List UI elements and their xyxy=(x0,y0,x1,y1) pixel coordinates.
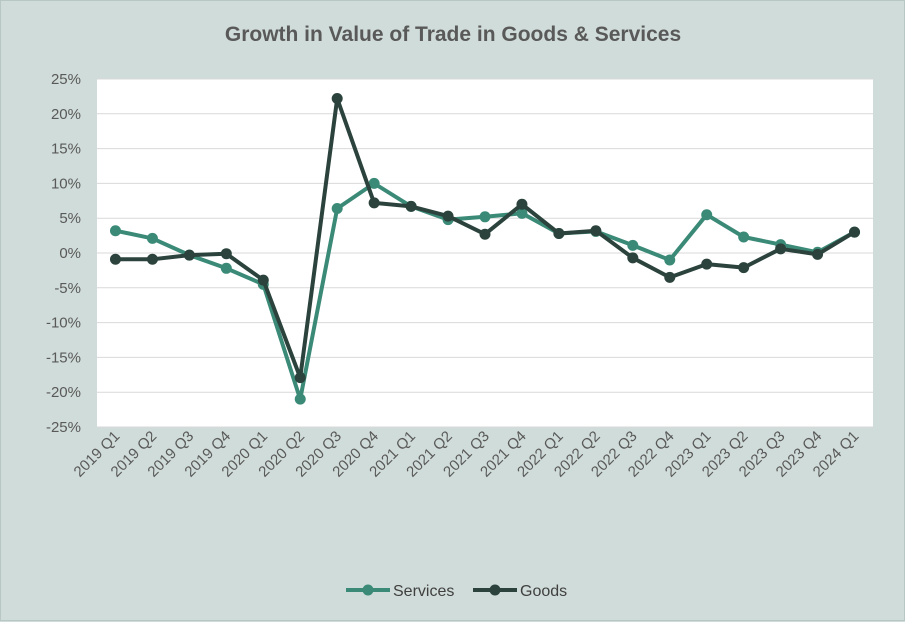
goods-point xyxy=(664,271,676,283)
goods-point xyxy=(553,228,565,240)
legend-label-services: Services xyxy=(393,583,454,600)
goods-point xyxy=(849,226,861,238)
legend-item-services: Services xyxy=(346,583,454,600)
legend-item-goods: Goods xyxy=(473,583,567,600)
y-tick-label: 15% xyxy=(51,141,81,158)
goods-point xyxy=(701,258,713,270)
services-point xyxy=(294,393,306,405)
goods-point xyxy=(812,248,824,260)
goods-point xyxy=(590,225,602,237)
gridlines xyxy=(97,78,873,428)
goods-point xyxy=(109,253,121,265)
goods-point xyxy=(516,198,528,210)
goods-point xyxy=(405,200,417,212)
goods-series xyxy=(109,92,861,384)
legend-marker-services xyxy=(362,584,374,596)
goods-point xyxy=(294,372,306,384)
goods-point xyxy=(183,249,195,261)
services-point xyxy=(516,207,528,219)
y-tick-label: 0% xyxy=(59,245,81,262)
y-tick-label: -10% xyxy=(46,315,81,332)
services-point xyxy=(368,177,380,189)
services-point xyxy=(331,202,343,214)
goods-point xyxy=(479,228,491,240)
y-tick-label: -25% xyxy=(46,419,81,436)
services-point xyxy=(146,232,158,244)
legend: Services Goods xyxy=(346,583,567,600)
y-tick-label: 20% xyxy=(51,106,81,123)
y-tick-label: 25% xyxy=(51,71,81,88)
legend-marker-goods xyxy=(489,584,501,596)
y-tick-label: 10% xyxy=(51,175,81,192)
y-tick-label: 5% xyxy=(59,210,81,227)
services-point xyxy=(109,225,121,237)
services-point xyxy=(220,262,232,274)
y-tick-label: -20% xyxy=(46,384,81,401)
services-point xyxy=(627,239,639,251)
series-group xyxy=(109,92,861,405)
goods-point xyxy=(368,197,380,209)
chart-title: Growth in Value of Trade in Goods & Serv… xyxy=(225,23,681,46)
y-axis: 25% 20% 15% 10% 5% 0% -5% -10% -15% -20% -25% xyxy=(46,71,81,436)
goods-point xyxy=(331,92,343,104)
legend-label-goods: Goods xyxy=(520,583,567,600)
goods-point xyxy=(257,274,269,286)
y-tick-label: -5% xyxy=(54,280,81,297)
services-point xyxy=(701,209,713,221)
y-tick-label: -15% xyxy=(46,349,81,366)
services-point xyxy=(738,231,750,243)
goods-point xyxy=(775,243,787,255)
goods-point xyxy=(627,252,639,264)
goods-point xyxy=(442,210,454,222)
services-point xyxy=(479,211,491,223)
goods-point xyxy=(738,262,750,274)
goods-point xyxy=(220,248,232,260)
goods-point xyxy=(146,253,158,265)
services-point xyxy=(664,254,676,266)
